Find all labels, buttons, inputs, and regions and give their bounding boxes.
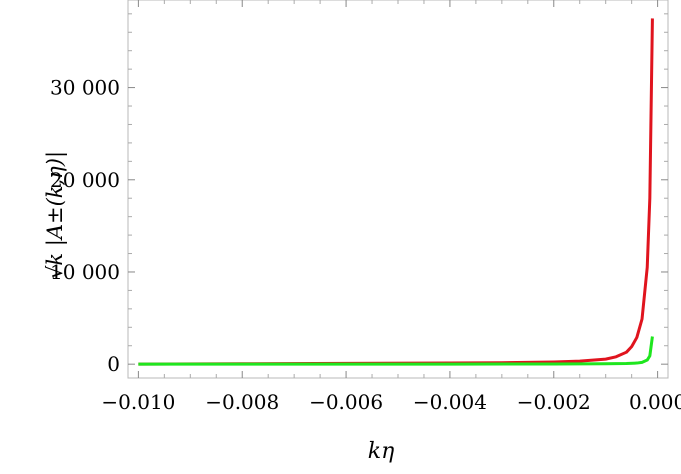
x-axis-ticks: −0.010 −0.008 −0.006 −0.004 −0.002 0.000	[101, 0, 681, 414]
series-line-2	[138, 336, 654, 366]
x-tick-label: 0.000	[629, 390, 681, 414]
x-tick-label: −0.010	[101, 390, 175, 414]
y-axis-label-text: √k |A±(k,η)|	[43, 151, 68, 279]
series-line-1	[138, 18, 654, 366]
y-tick-label: 10 000	[50, 260, 120, 284]
y-axis-label: √k |A±(k,η)|	[43, 151, 68, 279]
y-axis-ticks: 0 10 000 20 000 30 000	[50, 13, 668, 376]
series-layer	[138, 18, 654, 366]
y-tick-label: 20 000	[50, 168, 120, 192]
y-tick-label: 0	[107, 352, 120, 376]
x-tick-label: −0.006	[309, 390, 383, 414]
x-tick-label: −0.008	[205, 390, 279, 414]
x-tick-label: −0.002	[517, 390, 591, 414]
plot-border	[127, 0, 669, 379]
y-tick-label: 30 000	[50, 76, 120, 100]
x-axis-label: kη	[368, 439, 395, 464]
plot-frame	[127, 0, 669, 379]
x-tick-label: −0.004	[413, 390, 487, 414]
